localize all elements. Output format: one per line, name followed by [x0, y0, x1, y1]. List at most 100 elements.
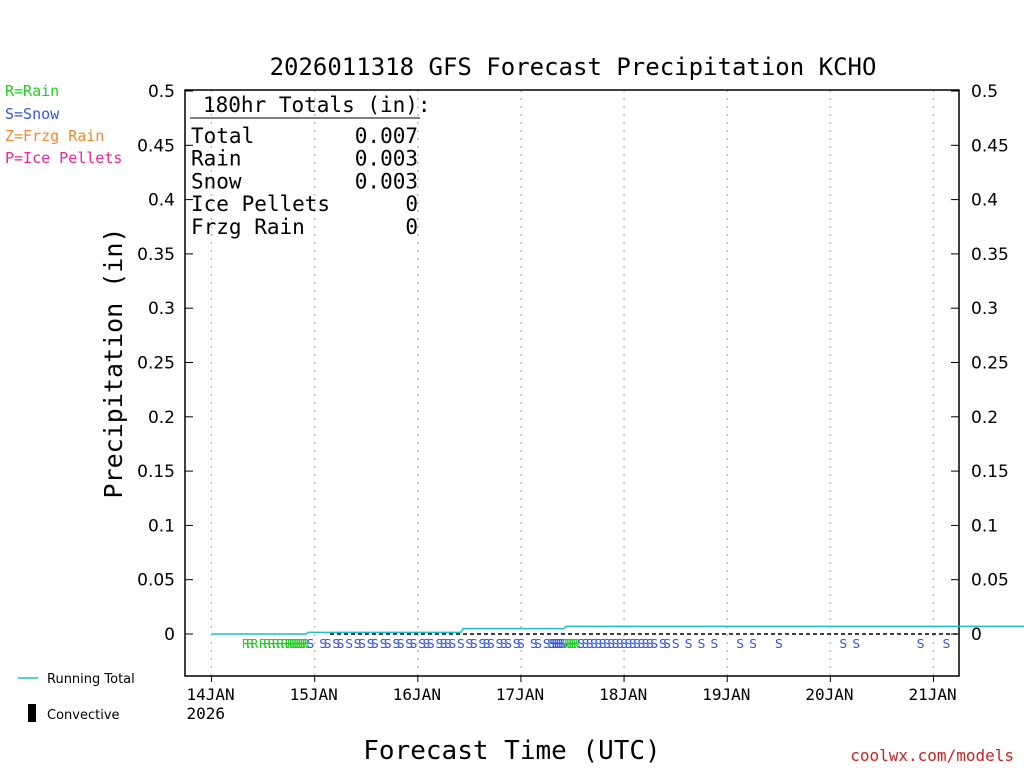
ptype-marker: R	[250, 637, 258, 651]
ptype-marker: S	[711, 637, 719, 651]
ptype-marker: S	[530, 637, 538, 651]
ptype-marker: R	[267, 637, 275, 651]
ptype-marker: R	[285, 637, 293, 651]
ptype-marker: S	[560, 637, 568, 651]
y-tick-label-right: 0.45	[971, 136, 1009, 156]
y-tick-label-left: 0.2	[148, 408, 175, 428]
y-tick-label-right: 0.3	[971, 299, 998, 319]
ptype-marker: S	[642, 637, 650, 651]
ptype-marker: S	[558, 637, 566, 651]
totals-label: Snow	[191, 169, 242, 193]
ptype-marker: R	[298, 637, 306, 651]
x-tick-sublabel: 2026	[187, 704, 226, 723]
totals-value: 0.007	[355, 124, 418, 148]
y-axis: 0 00.05 0.050.1 0.10.15 0.150.2 0.20.25 0.250.…	[137, 82, 1009, 645]
ptype-marker: S	[423, 637, 431, 651]
y-tick-label-left: 0.35	[137, 245, 175, 265]
y-tick-label-left: 0.45	[137, 136, 175, 156]
ptype-marker: S	[478, 637, 486, 651]
ptype-marker: S	[410, 637, 418, 651]
ptype-marker: R	[566, 637, 574, 651]
ptype-marker: R	[272, 637, 280, 651]
y-axis-label: Precipitation (in)	[99, 228, 128, 499]
ptype-marker: S	[371, 637, 379, 651]
y-tick-label-left: 0.3	[148, 299, 175, 319]
totals-value: 0.003	[355, 169, 418, 193]
ptype-marker: S	[646, 637, 654, 651]
ptype-marker: R	[242, 637, 250, 651]
x-tick-label: 15JAN	[290, 685, 338, 704]
ptype-marker: S	[448, 637, 456, 651]
running-total-line	[211, 625, 1024, 635]
ptype-marker: S	[698, 637, 706, 651]
ptype-marker: S	[685, 637, 693, 651]
ptype-marker: S	[663, 637, 671, 651]
y-tick-label-left: 0.1	[148, 516, 175, 536]
totals-value: 0	[405, 192, 418, 216]
ptype-marker: S	[337, 637, 345, 651]
ptype-marker: R	[564, 637, 572, 651]
ptype-marker: S	[556, 637, 564, 651]
ptype-marker: S	[470, 637, 478, 651]
ptype-marker: S	[554, 637, 562, 651]
ptype-marker: S	[594, 637, 602, 651]
ptype-marker: S	[418, 637, 426, 651]
credit-text: coolwx.com/models	[850, 746, 1014, 765]
y-tick-label-right: 0.15	[971, 462, 1009, 482]
ptype-marker: S	[405, 637, 413, 651]
ptype-marker: S	[427, 637, 435, 651]
running-total-label: Running Total	[47, 672, 135, 687]
ptype-marker: R	[246, 637, 254, 651]
ptype-marker: S	[345, 637, 353, 651]
ptype-marker: S	[487, 637, 495, 651]
ptype-marker: S	[513, 637, 521, 651]
ptype-marker: S	[625, 637, 633, 651]
totals-label: Frzg Rain	[191, 215, 305, 239]
ptype-marker: S	[466, 637, 474, 651]
ptype-marker: S	[629, 637, 637, 651]
ptype-marker: S	[500, 637, 508, 651]
totals-label: Rain	[191, 147, 242, 171]
x-tick-label: 16JAN	[393, 685, 441, 704]
y-tick-label-right: 0.2	[971, 408, 998, 428]
ptype-marker: S	[440, 637, 448, 651]
y-tick-label-left: 0.25	[137, 354, 175, 374]
x-tick-label: 19JAN	[702, 685, 750, 704]
ptype-marker: S	[672, 637, 680, 651]
ptype-marker: S	[384, 637, 392, 651]
y-tick-label-left: 0.05	[137, 571, 175, 591]
ptype-marker: S	[637, 637, 645, 651]
x-tick-label: 21JAN	[909, 685, 957, 704]
ptype-marker: S	[586, 637, 594, 651]
ptype-marker: S	[435, 637, 443, 651]
ptype-marker: S	[392, 637, 400, 651]
totals-value: 0	[405, 215, 418, 239]
y-tick-label-right: 0.4	[971, 191, 998, 211]
ptype-marker: R	[562, 637, 570, 651]
y-tick-label-left: 0.5	[148, 82, 175, 102]
ptype-marker: S	[307, 637, 315, 651]
ptype-marker: R	[570, 637, 578, 651]
ptype-marker: S	[496, 637, 504, 651]
y-tick-label-left: 0	[164, 625, 175, 645]
ptype-marker: R	[280, 637, 288, 651]
ptype-marker: S	[543, 637, 551, 651]
ptype-marker: S	[367, 637, 375, 651]
ptype-marker: R	[573, 637, 581, 651]
ptype-marker: R	[300, 637, 308, 651]
y-tick-label-right: 0.1	[971, 516, 998, 536]
ptype-marker: S	[839, 637, 847, 651]
ptype-marker: R	[276, 637, 284, 651]
x-tick-label: 17JAN	[496, 685, 544, 704]
vertical-grid	[210, 90, 935, 676]
ptype-marker: R	[568, 637, 576, 651]
ptype-marker: S	[616, 637, 624, 651]
ptype-marker: S	[457, 637, 465, 651]
ptype-legend: R=Rain S=Snow Z=Frzg Rain P=Ice Pellets	[5, 82, 122, 167]
ptype-marker: S	[659, 637, 667, 651]
ptype-marker: R	[263, 637, 271, 651]
totals-label: Total	[191, 124, 254, 148]
ptype-marker: S	[633, 637, 641, 651]
y-tick-label-left: 0.4	[148, 191, 175, 211]
